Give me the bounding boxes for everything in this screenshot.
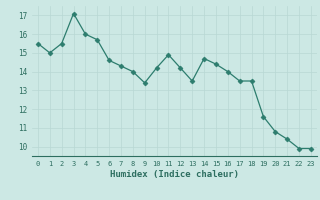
X-axis label: Humidex (Indice chaleur): Humidex (Indice chaleur) (110, 170, 239, 179)
